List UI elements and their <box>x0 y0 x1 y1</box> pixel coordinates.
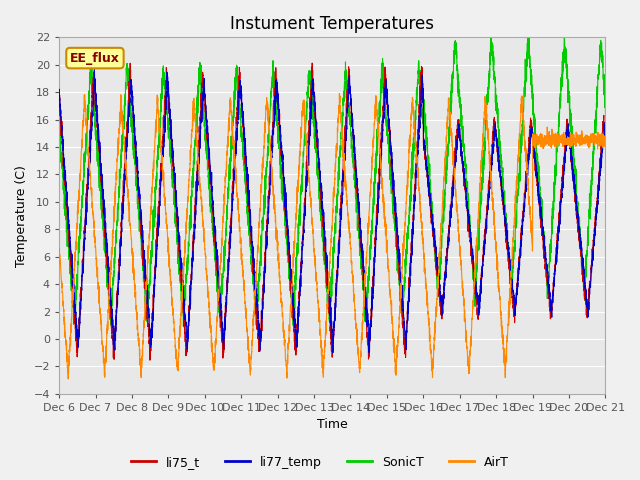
Text: EE_flux: EE_flux <box>70 51 120 65</box>
X-axis label: Time: Time <box>317 419 348 432</box>
Title: Instument Temperatures: Instument Temperatures <box>230 15 435 33</box>
Legend: li75_t, li77_temp, SonicT, AirT: li75_t, li77_temp, SonicT, AirT <box>126 451 514 474</box>
Y-axis label: Temperature (C): Temperature (C) <box>15 165 28 266</box>
